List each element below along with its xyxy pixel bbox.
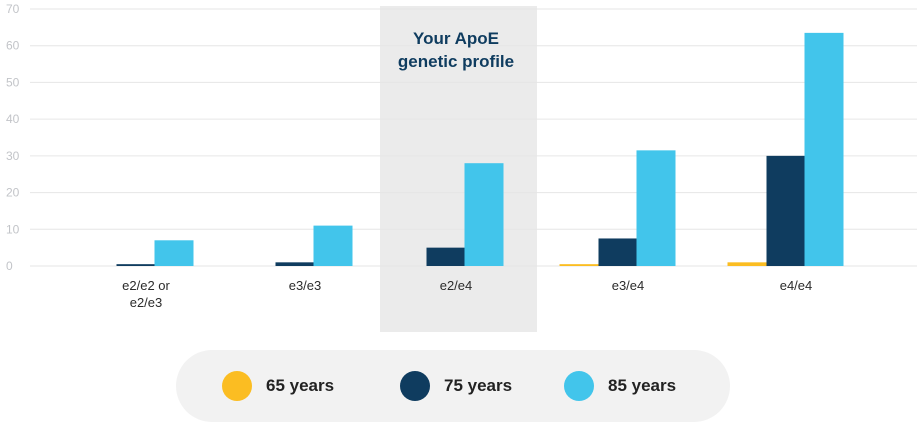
y-tick-label: 50 <box>6 75 20 89</box>
x-tick-label: e2/e3 <box>130 295 163 310</box>
y-tick-label: 30 <box>6 149 20 163</box>
bar-75-years <box>598 238 638 266</box>
bar-65-years <box>559 264 599 266</box>
legend-item-75-years: 75 years <box>400 371 512 401</box>
bar-75-years <box>275 262 315 266</box>
x-tick-label: e3/e4 <box>612 278 645 293</box>
bar-chart: 0 10 20 30 40 50 60 70 Your ApoE genetic profile e… <box>6 2 917 332</box>
y-tick-label: 70 <box>6 2 20 16</box>
bar-85-years <box>804 32 844 266</box>
chart-legend: 65 years 75 years 85 years <box>176 350 730 422</box>
x-tick-label: e2/e4 <box>440 278 473 293</box>
legend-label: 65 years <box>266 376 335 395</box>
bar-85-years <box>636 150 676 266</box>
bar-65-years <box>727 262 767 266</box>
highlight-label: genetic profile <box>398 52 514 71</box>
x-tick-label: e3/e3 <box>289 278 322 293</box>
highlight-band <box>380 6 537 332</box>
x-tick-label: e4/e4 <box>780 278 813 293</box>
legend-label: 85 years <box>608 376 677 395</box>
bar-85-years <box>464 163 504 266</box>
bar-75-years <box>766 155 806 266</box>
bar-85-years <box>154 240 194 266</box>
highlight-label: Your ApoE <box>413 29 499 48</box>
x-tick-label: e2/e2 or <box>122 278 170 293</box>
bar-85-years <box>313 225 353 266</box>
legend-swatch-85-years <box>564 371 594 401</box>
y-tick-label: 60 <box>6 39 20 53</box>
legend-swatch-75-years <box>400 371 430 401</box>
y-tick-label: 20 <box>6 186 20 200</box>
y-tick-label: 10 <box>6 222 20 236</box>
y-tick-label: 40 <box>6 112 20 126</box>
y-tick-label: 0 <box>6 259 13 273</box>
legend-swatch-65-years <box>222 371 252 401</box>
legend-item-65-years: 65 years <box>222 371 334 401</box>
bar-75-years <box>116 264 156 266</box>
bar-75-years <box>426 247 466 266</box>
legend-label: 75 years <box>444 376 513 395</box>
legend-item-85-years: 85 years <box>564 371 676 401</box>
